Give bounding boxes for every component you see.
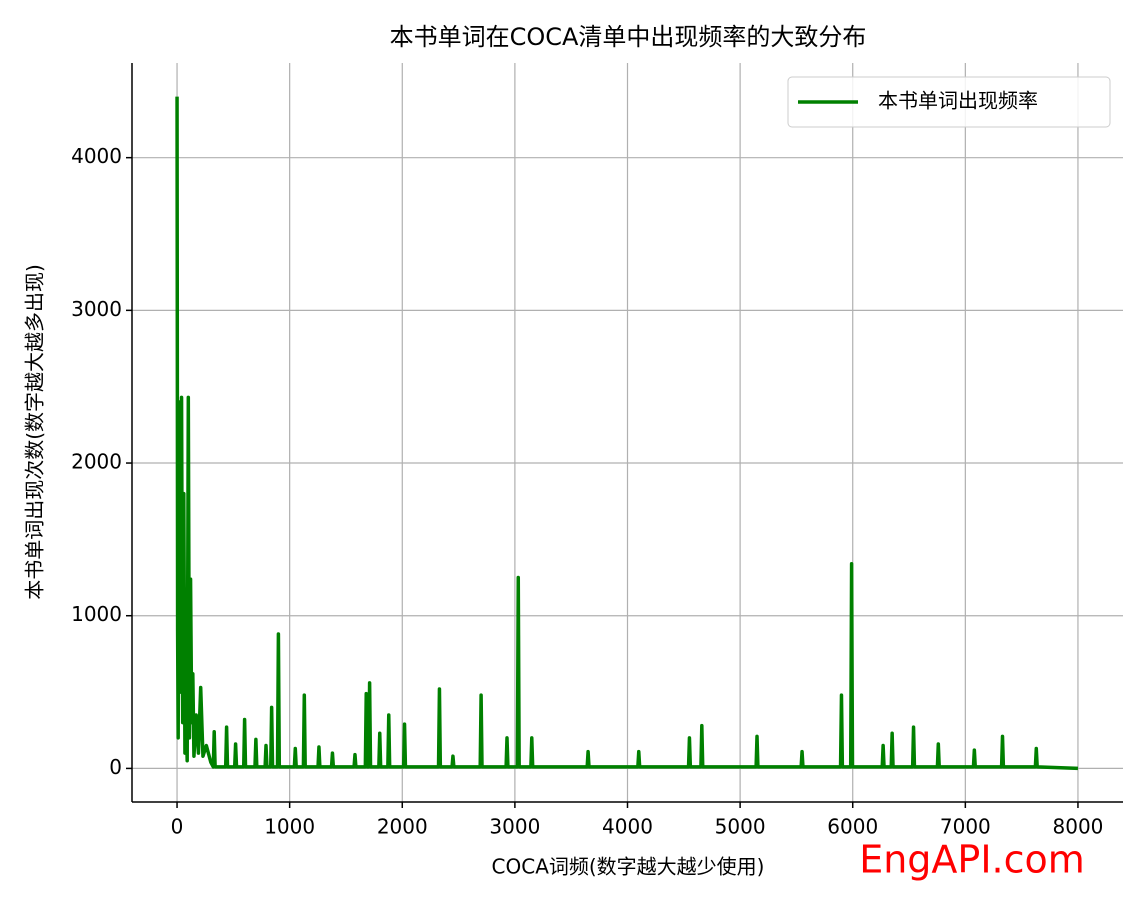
legend-box bbox=[787, 76, 1111, 128]
y-tick-label: 1000 bbox=[71, 602, 122, 626]
x-tick-label: 7000 bbox=[940, 815, 991, 839]
chart-title: 本书单词在COCA清单中出现频率的大致分布 bbox=[390, 23, 867, 51]
y-tick-label: 2000 bbox=[71, 450, 122, 474]
x-tick-label: 1000 bbox=[264, 815, 315, 839]
x-tick-label: 0 bbox=[171, 815, 184, 839]
legend-label: 本书单词出现频率 bbox=[878, 89, 1038, 113]
x-axis-label: COCA词频(数字越大越少使用) bbox=[492, 855, 765, 879]
x-tick-label: 8000 bbox=[1053, 815, 1104, 839]
x-tick-label: 5000 bbox=[715, 815, 766, 839]
data-line bbox=[175, 96, 1079, 771]
x-tick-label: 2000 bbox=[377, 815, 428, 839]
y-tick-label: 4000 bbox=[71, 144, 122, 168]
watermark: EngAPI.com bbox=[859, 838, 1085, 882]
x-tick-label: 3000 bbox=[489, 815, 540, 839]
x-tick-label: 4000 bbox=[602, 815, 653, 839]
y-axis-label: 本书单词出现次数(数字越大越多出现) bbox=[23, 264, 47, 600]
y-tick-label: 0 bbox=[109, 755, 122, 779]
x-tick-label: 6000 bbox=[827, 815, 878, 839]
y-tick-label: 3000 bbox=[71, 297, 122, 321]
